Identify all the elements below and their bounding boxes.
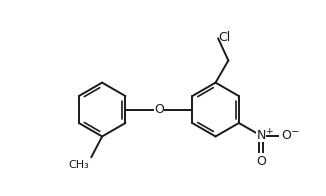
Text: CH₃: CH₃	[68, 160, 89, 170]
Text: O: O	[282, 129, 291, 142]
Text: +: +	[265, 127, 273, 136]
Text: O: O	[154, 103, 164, 116]
Text: O: O	[256, 155, 266, 168]
Text: −: −	[290, 127, 299, 137]
Text: N: N	[256, 129, 266, 142]
Text: Cl: Cl	[218, 31, 230, 44]
